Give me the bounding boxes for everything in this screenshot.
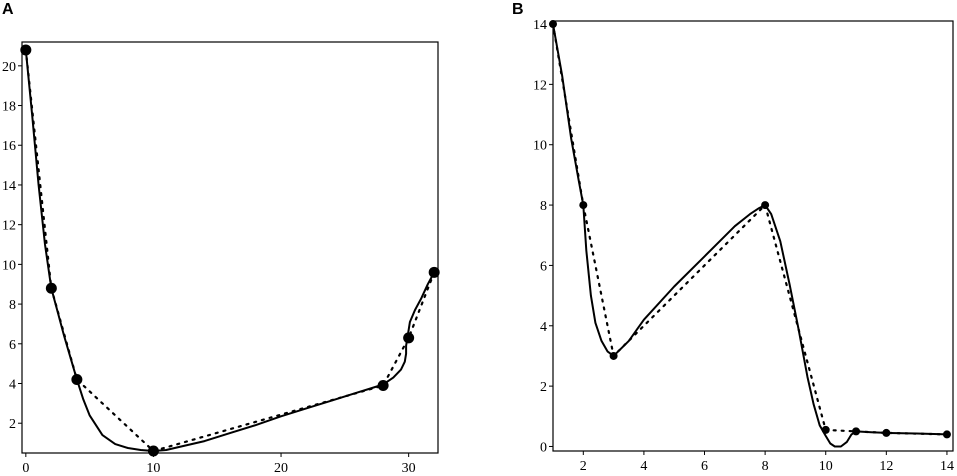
data-point-b (609, 351, 618, 360)
data-point-a (377, 379, 389, 391)
y-tick-label-a: 20 (2, 60, 16, 75)
data-point-b (549, 20, 557, 29)
y-tick-label-a: 16 (2, 139, 16, 154)
data-point-b (821, 425, 830, 434)
plot-frame-a (21, 41, 439, 454)
x-tick-label-b: 6 (701, 459, 708, 474)
data-point-b (579, 201, 588, 210)
series-solid-a (24, 49, 436, 452)
y-tick-label-a: 12 (2, 219, 16, 234)
x-tick-label-a: 20 (274, 461, 288, 476)
y-tick-label-a: 14 (2, 179, 16, 194)
y-tick-label-a: 4 (9, 378, 16, 393)
panel-label-b: B (512, 1, 524, 18)
x-tick-label-b: 4 (640, 459, 647, 474)
series-solid-b (552, 23, 947, 448)
data-point-a (428, 266, 440, 278)
y-tick-label-a: 6 (9, 338, 16, 353)
data-point-b (761, 201, 770, 210)
panel-label-a: A (2, 1, 14, 18)
data-point-a (147, 445, 159, 457)
plot-frame-b (552, 20, 954, 452)
y-tick-label-b: 8 (540, 199, 547, 214)
data-point-b (942, 430, 951, 439)
data-point-a (20, 44, 32, 56)
x-tick-label-a: 30 (402, 461, 416, 476)
series-dotted-b (551, 22, 948, 436)
data-point-a (71, 374, 83, 386)
y-tick-label-b: 10 (533, 139, 547, 154)
x-tick-label-b: 14 (940, 459, 954, 474)
data-point-a (45, 282, 57, 294)
x-tick-label-b: 8 (762, 459, 769, 474)
y-tick-label-b: 0 (540, 440, 547, 455)
y-tick-label-b: 4 (540, 320, 547, 335)
data-point-b (852, 427, 861, 436)
chart-panel-a: 0 10 20 30 2 4 6 8 10 12 14 16 18 20 (2, 41, 440, 476)
x-tick-label-a: 10 (146, 461, 160, 476)
x-tick-label-b: 12 (879, 459, 893, 474)
y-tick-label-b: 6 (540, 259, 547, 274)
y-tick-label-b: 2 (540, 380, 547, 395)
x-tick-label-a: 0 (22, 461, 29, 476)
y-tick-label-b: 14 (533, 18, 547, 33)
y-tick-label-a: 18 (2, 100, 16, 115)
y-tick-label-a: 2 (9, 417, 16, 432)
x-tick-label-b: 10 (819, 459, 833, 474)
x-tick-label-b: 2 (580, 459, 587, 474)
y-tick-label-a: 8 (9, 298, 16, 313)
chart-panel-b: 2 4 6 8 10 12 14 0 2 4 6 8 10 12 14 (533, 18, 954, 474)
data-point-a (403, 332, 415, 344)
y-tick-label-b: 12 (533, 78, 547, 93)
y-tick-label-a: 10 (2, 258, 16, 273)
series-dotted-a (24, 48, 436, 453)
data-point-b (882, 428, 891, 437)
